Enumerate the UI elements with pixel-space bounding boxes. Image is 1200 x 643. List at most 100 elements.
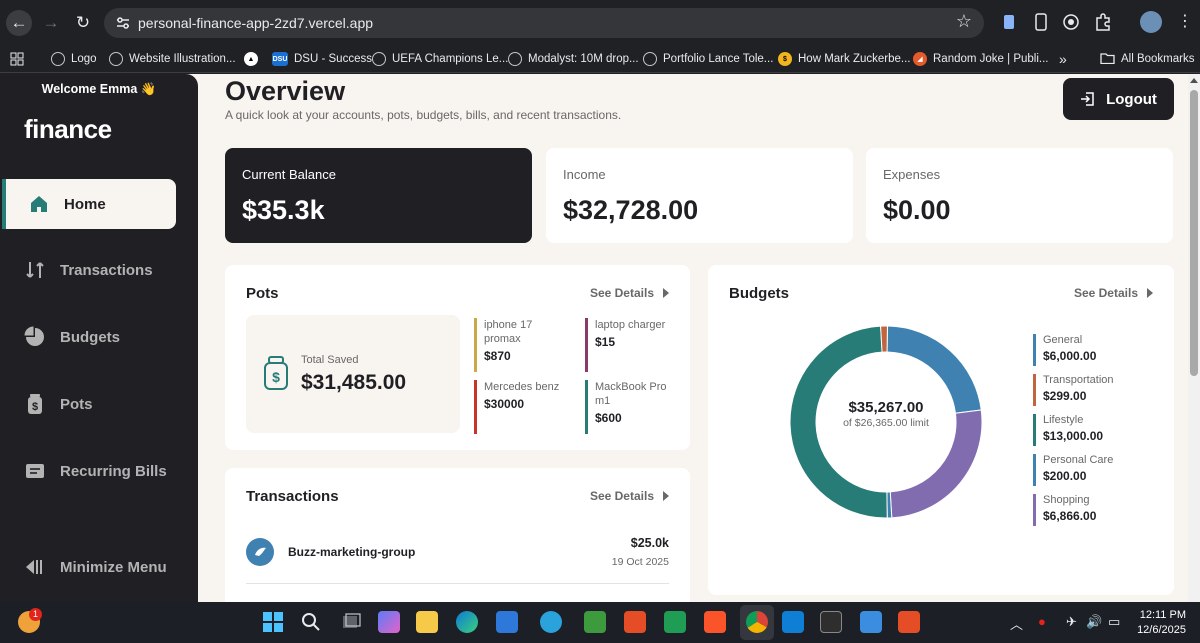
search-icon[interactable]	[300, 611, 322, 633]
sidebar-item-budgets[interactable]: Budgets	[0, 312, 174, 362]
scrollbar-thumb[interactable]	[1190, 90, 1198, 376]
budget-legend-item: Personal Care $200.00	[1033, 454, 1163, 486]
minimize-arrow-icon	[26, 560, 42, 574]
url-text: personal-finance-app-2zd7.vercel.app	[138, 15, 374, 31]
notepad-icon[interactable]	[860, 611, 882, 633]
bookmark-item[interactable]: ◢ Random Joke | Publi...	[913, 50, 1049, 68]
folder-icon	[1100, 52, 1115, 67]
pot-item: iphone 17 promax $870	[474, 318, 566, 372]
all-bookmarks-button[interactable]: All Bookmarks	[1100, 50, 1195, 68]
budget-value: $13,000.00	[1043, 429, 1104, 443]
page-title: Overview	[225, 76, 346, 106]
budget-value: $299.00	[1043, 389, 1087, 403]
forward-button[interactable]: →	[42, 13, 60, 32]
transactions-see-details-link[interactable]: See Details	[590, 489, 669, 503]
nodejs-icon[interactable]	[584, 611, 606, 633]
airplane-mode-icon[interactable]: ✈	[1066, 614, 1077, 629]
app-viewport: Welcome Emma 👋 finance Home Transactions…	[0, 74, 1200, 602]
budget-value: $6,000.00	[1043, 349, 1097, 363]
budgets-title: Budgets	[729, 285, 789, 302]
address-bar[interactable]: personal-finance-app-2zd7.vercel.app ☆	[104, 8, 984, 38]
site-info-icon[interactable]	[114, 14, 132, 32]
telegram-icon[interactable]	[540, 611, 562, 633]
sidebar-item-pots[interactable]: $ Pots	[0, 379, 174, 429]
bookmark-item[interactable]: ▲	[244, 50, 264, 68]
budgets-see-details-link[interactable]: See Details	[1074, 286, 1153, 300]
browser-toolbar: ← → ↻ personal-finance-app-2zd7.vercel.a…	[0, 0, 1200, 45]
transaction-row[interactable]: Buzz-marketing-group $25.0k 19 Oct 2025	[246, 534, 669, 584]
pots-title: Pots	[246, 285, 279, 302]
expenses-card: Expenses $0.00	[866, 148, 1173, 243]
apps-grid-icon[interactable]	[10, 50, 24, 68]
page-scrollbar[interactable]	[1188, 74, 1200, 602]
media-icon[interactable]	[1061, 12, 1081, 32]
reload-button[interactable]: ↻	[75, 13, 91, 32]
git-gui-icon[interactable]	[898, 611, 920, 633]
file-explorer-icon[interactable]	[416, 611, 438, 633]
more-bookmarks-button[interactable]: »	[1059, 51, 1067, 67]
svg-text:$: $	[32, 401, 38, 413]
antivirus-tray-icon[interactable]: ●	[1038, 614, 1046, 629]
store-icon[interactable]	[496, 611, 518, 633]
git-icon[interactable]	[624, 611, 646, 633]
vscode-icon[interactable]	[782, 611, 804, 633]
recurring-bills-icon	[26, 464, 44, 478]
globe-icon	[643, 52, 657, 66]
bookmark-item[interactable]: UEFA Champions Le...	[372, 50, 508, 68]
pot-name: laptop charger	[595, 319, 666, 331]
browser-menu-icon[interactable]: ⋮	[1177, 13, 1193, 30]
globe-icon	[109, 52, 123, 66]
total-saved-box: $ Total Saved $31,485.00	[246, 315, 460, 433]
chrome-icon[interactable]	[746, 611, 768, 633]
volume-icon[interactable]: 🔊	[1086, 614, 1103, 629]
stat-value: $32,728.00	[563, 195, 699, 225]
sidebar-item-transactions[interactable]: Transactions	[0, 245, 174, 295]
profile-avatar[interactable]	[1140, 11, 1162, 33]
phone-icon[interactable]	[1031, 12, 1051, 32]
notification-badge: 1	[29, 608, 42, 621]
dollar-coin-icon: $	[778, 52, 792, 66]
brave-icon[interactable]	[704, 611, 726, 633]
current-balance-card: Current Balance $35.3k	[225, 148, 532, 243]
edge-icon[interactable]	[456, 611, 478, 633]
sidebar-item-home[interactable]: Home	[2, 179, 176, 229]
bookmark-item[interactable]: $ How Mark Zuckerbe...	[778, 50, 910, 68]
budget-value: $6,866.00	[1043, 509, 1097, 523]
transactions-title: Transactions	[246, 488, 339, 505]
bookmark-item[interactable]: Logo	[51, 50, 97, 68]
terminal-icon[interactable]	[820, 611, 842, 633]
sidebar-item-recurring-bills[interactable]: Recurring Bills	[0, 446, 174, 496]
money-bag-icon: $	[264, 356, 288, 390]
stat-label: Expenses	[883, 167, 941, 182]
pot-name: iphone 17 promax	[484, 319, 533, 345]
bookmark-star-icon[interactable]: ☆	[955, 11, 972, 31]
bookmark-item[interactable]: Portfolio Lance Tole...	[643, 50, 773, 68]
globe-icon	[508, 52, 522, 66]
task-view-icon[interactable]	[340, 611, 362, 633]
caret-right-icon	[1147, 288, 1153, 298]
taskbar-clock[interactable]: 12:11 PM 12/6/2025	[1137, 608, 1186, 638]
copilot-icon[interactable]	[378, 611, 400, 633]
bookmark-item[interactable]: Modalyst: 10M drop...	[508, 50, 639, 68]
logout-button[interactable]: Logout	[1063, 78, 1174, 120]
budget-legend-item: Transportation $299.00	[1033, 374, 1163, 406]
show-hidden-icons-icon[interactable]: ︿	[1010, 617, 1024, 632]
budgets-limit-label: of $26,365.00 limit	[843, 417, 929, 429]
sidebar-item-label: Transactions	[60, 261, 153, 279]
windows-start-icon[interactable]	[262, 611, 284, 633]
back-button[interactable]: ←	[6, 10, 32, 36]
scroll-up-icon[interactable]	[1190, 78, 1198, 83]
bookmark-item[interactable]: DSU DSU - Success	[272, 52, 372, 66]
pots-see-details-link[interactable]: See Details	[590, 286, 669, 300]
bookmarks-bar: Logo Website Illustration... ▲ DSU DSU - …	[0, 45, 1200, 73]
donut-hole	[817, 353, 955, 491]
pot-value: $600	[595, 411, 622, 425]
extensions-puzzle-icon[interactable]	[1093, 12, 1113, 32]
extension-icon[interactable]	[1000, 12, 1020, 32]
battery-icon[interactable]: ▭	[1108, 614, 1121, 629]
minimize-menu-button[interactable]: Minimize Menu	[24, 556, 167, 578]
bookmark-item[interactable]: Website Illustration...	[109, 50, 236, 68]
transaction-name: Buzz-marketing-group	[288, 545, 416, 559]
budget-value: $200.00	[1043, 469, 1087, 483]
app-icon[interactable]	[664, 611, 686, 633]
